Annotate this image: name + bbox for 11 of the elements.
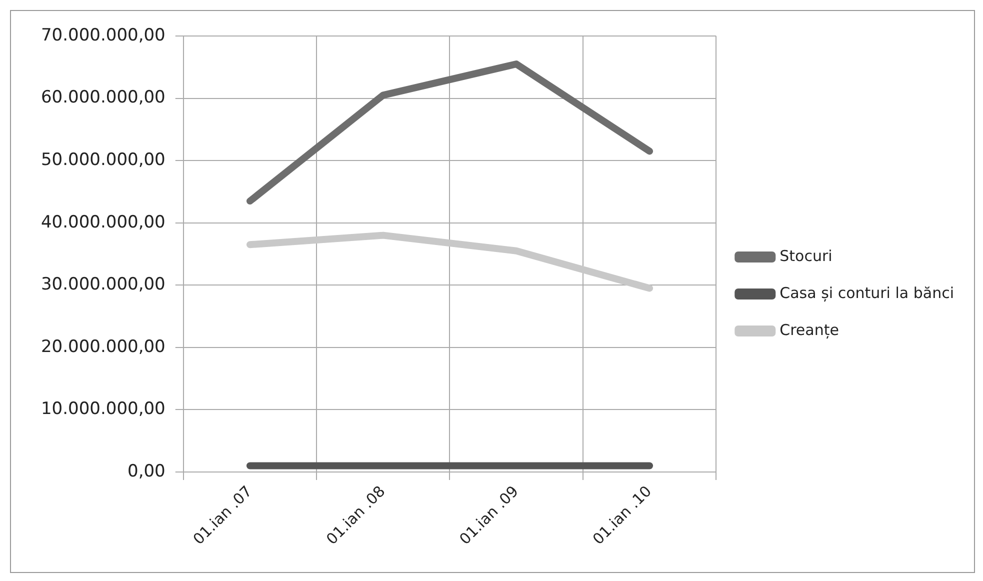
y-tick-label: 70.000.000,00 — [40, 25, 166, 46]
y-tick-label: 10.000.000,00 — [40, 399, 166, 420]
legend-label: Stocuri — [780, 246, 832, 265]
y-tick-label: 20.000.000,00 — [40, 336, 166, 357]
legend-label: Creanțe — [780, 320, 839, 339]
y-tick-label: 0,00 — [128, 461, 166, 482]
legend-label: Casa și conturi la bănci — [780, 284, 954, 302]
y-tick-label: 30.000.000,00 — [40, 274, 166, 295]
y-tick-label: 60.000.000,00 — [40, 88, 166, 108]
y-tick-label: 40.000.000,00 — [40, 212, 166, 232]
y-tick-label: 50.000.000,00 — [40, 150, 166, 170]
